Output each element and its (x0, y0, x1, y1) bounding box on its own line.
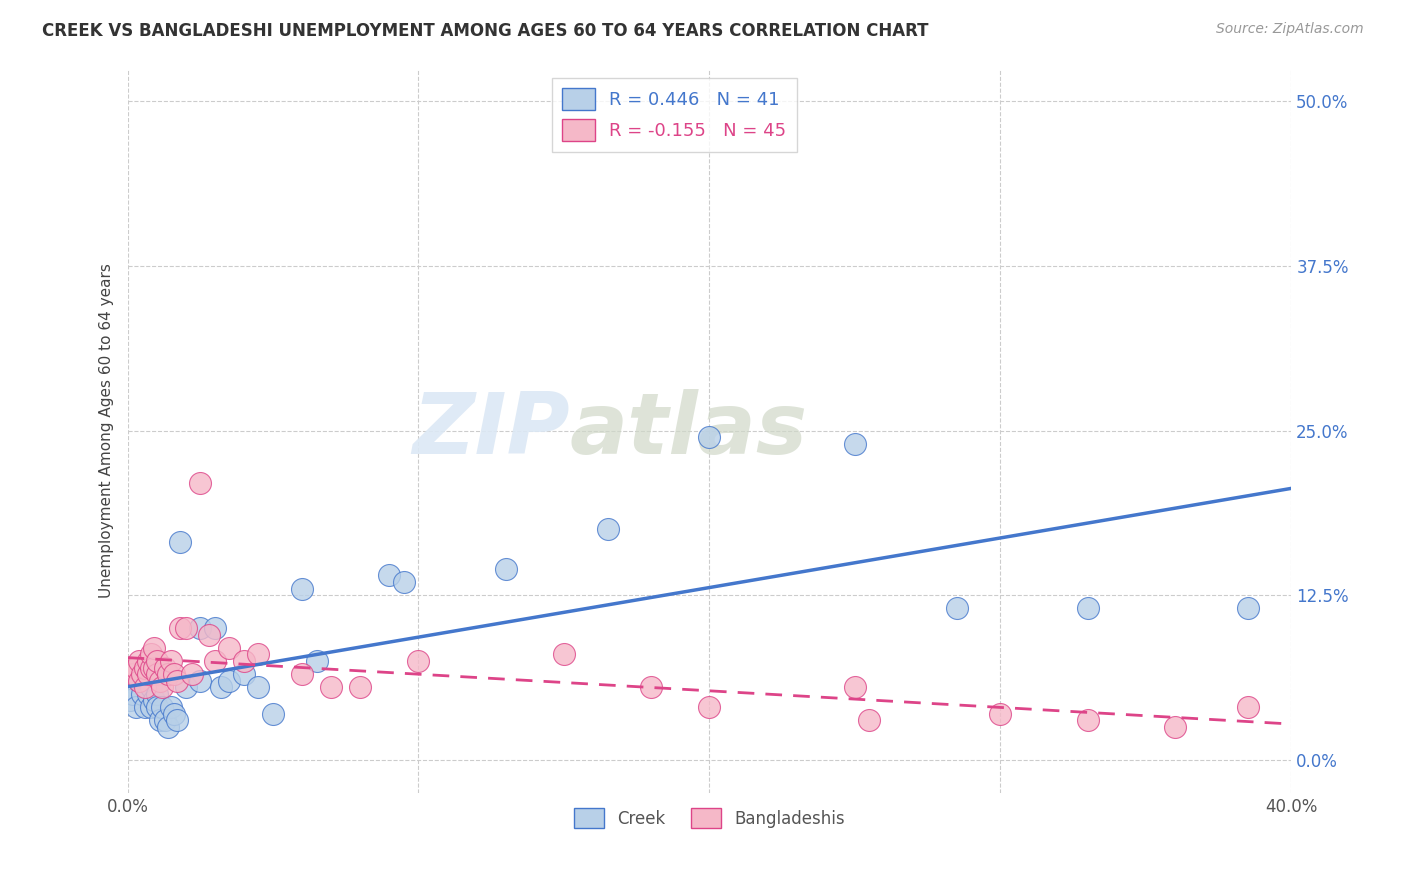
Y-axis label: Unemployment Among Ages 60 to 64 years: Unemployment Among Ages 60 to 64 years (100, 263, 114, 598)
Point (247, 648, 270, 662)
Point (136, 667, 159, 681)
Point (844, 436, 866, 450)
Point (291, 582, 314, 596)
Point (1077, 713, 1099, 727)
Text: CREEK VS BANGLADESHI UNEMPLOYMENT AMONG AGES 60 TO 64 YEARS CORRELATION CHART: CREEK VS BANGLADESHI UNEMPLOYMENT AMONG … (42, 22, 929, 40)
Point (163, 706, 186, 721)
Point (1077, 601, 1099, 615)
Point (120, 660, 142, 674)
Point (145, 654, 167, 668)
Point (157, 667, 180, 681)
Point (858, 713, 880, 727)
Point (122, 687, 145, 701)
Point (128, 654, 150, 668)
Text: ZIP: ZIP (412, 389, 569, 472)
Point (188, 476, 211, 491)
Point (163, 667, 186, 681)
Point (134, 673, 156, 688)
Point (1236, 700, 1258, 714)
Point (139, 681, 162, 695)
Point (145, 687, 167, 701)
Point (134, 681, 156, 695)
Point (305, 654, 328, 668)
Point (174, 621, 197, 635)
Point (169, 535, 191, 549)
Point (131, 687, 153, 701)
Point (218, 673, 240, 688)
Point (145, 700, 167, 714)
Point (142, 640, 165, 655)
Point (188, 673, 211, 688)
Point (145, 667, 167, 681)
Point (204, 621, 226, 635)
Point (945, 601, 967, 615)
Point (134, 700, 156, 714)
Point (188, 621, 211, 635)
Point (152, 700, 174, 714)
Point (232, 667, 254, 681)
Point (408, 654, 430, 668)
Point (495, 562, 517, 576)
Point (166, 713, 188, 727)
Point (169, 621, 191, 635)
Point (136, 687, 159, 701)
Point (204, 654, 226, 668)
Point (157, 720, 180, 734)
Point (139, 700, 162, 714)
Point (128, 673, 150, 688)
Point (218, 640, 240, 655)
Point (553, 648, 575, 662)
Legend: Creek, Bangladeshis: Creek, Bangladeshis (568, 801, 852, 835)
Point (166, 673, 188, 688)
Text: Source: ZipAtlas.com: Source: ZipAtlas.com (1216, 22, 1364, 37)
Point (125, 700, 148, 714)
Point (148, 713, 170, 727)
Point (155, 713, 177, 727)
Point (378, 568, 401, 582)
Point (131, 667, 153, 681)
Point (349, 681, 371, 695)
Point (392, 574, 415, 589)
Point (640, 681, 662, 695)
Point (699, 700, 721, 714)
Point (142, 660, 165, 674)
Point (174, 681, 197, 695)
Point (247, 681, 270, 695)
Point (134, 660, 156, 674)
Point (1164, 720, 1187, 734)
Point (155, 660, 177, 674)
Point (198, 628, 221, 642)
Point (125, 660, 148, 674)
Point (139, 648, 162, 662)
Point (209, 681, 232, 695)
Point (699, 430, 721, 444)
Point (990, 706, 1012, 721)
Point (128, 673, 150, 688)
Point (262, 706, 284, 721)
Point (160, 654, 183, 668)
Point (291, 667, 314, 681)
Point (136, 654, 159, 668)
Point (180, 667, 202, 681)
Point (844, 681, 866, 695)
Point (139, 660, 162, 674)
Point (160, 700, 183, 714)
Point (120, 693, 142, 707)
Point (142, 693, 165, 707)
Text: atlas: atlas (569, 389, 808, 472)
Point (232, 654, 254, 668)
Point (122, 667, 145, 681)
Point (321, 681, 343, 695)
Point (148, 673, 170, 688)
Point (596, 522, 619, 536)
Point (1236, 601, 1258, 615)
Point (152, 681, 174, 695)
